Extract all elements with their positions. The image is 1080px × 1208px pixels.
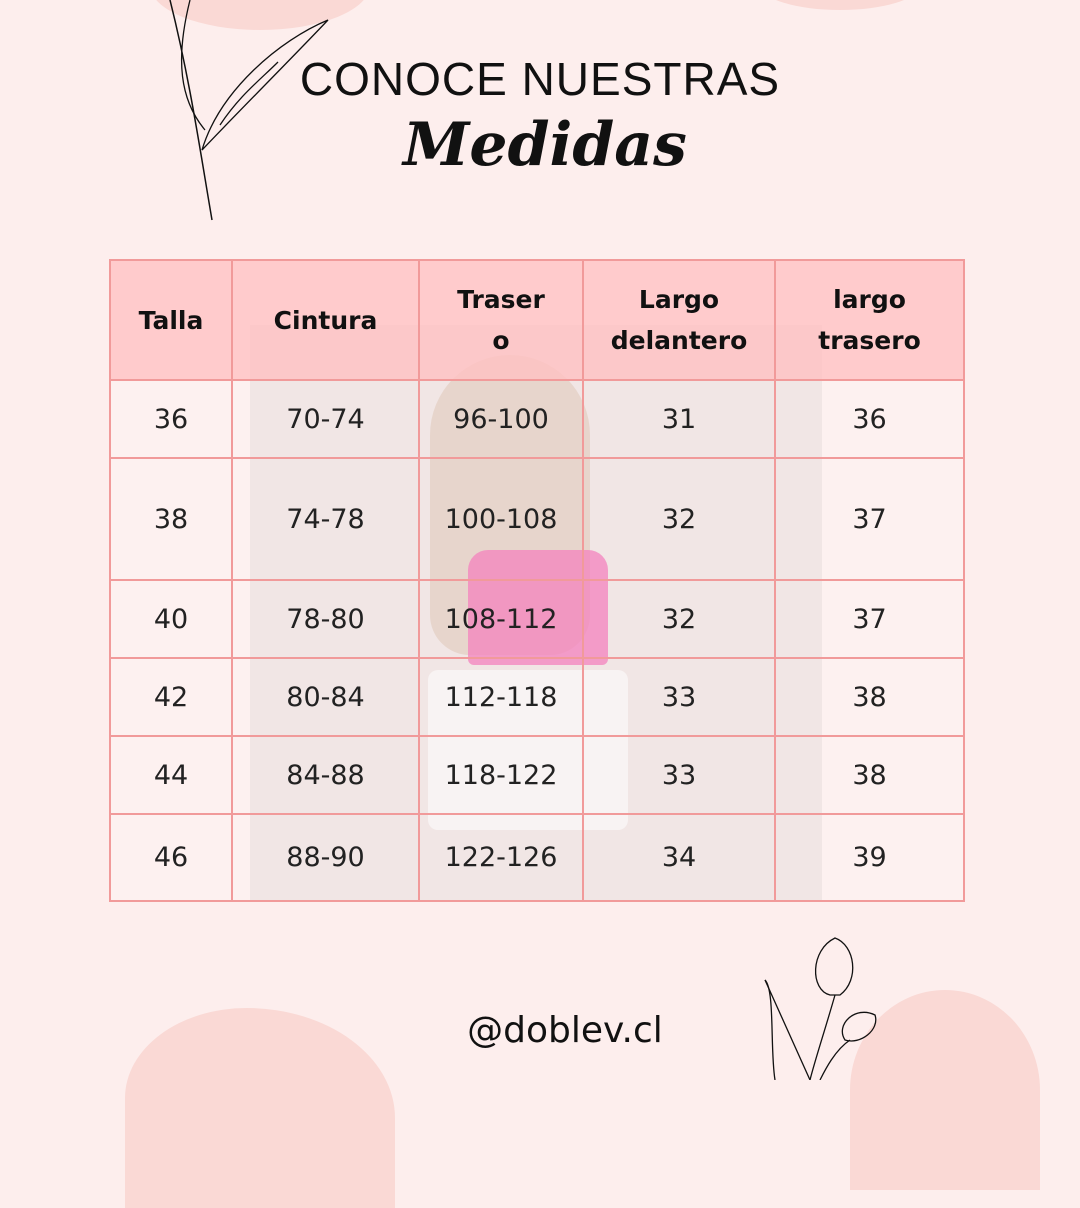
- table-row: 46 88-90 122-126 34 39: [109, 813, 965, 902]
- header-largo-trasero-label: largo trasero: [818, 285, 921, 355]
- table-cell: 122-126: [418, 813, 584, 902]
- table-cell: 84-88: [231, 735, 420, 815]
- title-line-2: Medidas: [403, 110, 687, 180]
- header-largo-trasero: largo trasero: [774, 259, 965, 381]
- table-cell: 46: [109, 813, 233, 902]
- table-cell: 108-112: [418, 579, 584, 659]
- table-cell: 42: [109, 657, 233, 737]
- table-cell: 38: [774, 657, 965, 737]
- table-cell: 36: [774, 379, 965, 459]
- social-handle: @doblev.cl: [467, 1010, 663, 1051]
- table-cell: 112-118: [418, 657, 584, 737]
- table-row: 36 70-74 96-100 31 36: [109, 379, 965, 459]
- table-cell: 38: [109, 457, 233, 581]
- table-cell: 33: [582, 735, 776, 815]
- table-cell: 37: [774, 457, 965, 581]
- tulip-flowers-icon: [764, 937, 877, 1080]
- table-cell: 34: [582, 813, 776, 902]
- table-cell: 40: [109, 579, 233, 659]
- table-cell: 74-78: [231, 457, 420, 581]
- table-cell: 100-108: [418, 457, 584, 581]
- table-cell: 118-122: [418, 735, 584, 815]
- header-trasero: Traser o: [418, 259, 584, 381]
- table-cell: 80-84: [231, 657, 420, 737]
- table-cell: 44: [109, 735, 233, 815]
- header-cintura: Cintura: [231, 259, 420, 381]
- table-cell: 88-90: [231, 813, 420, 902]
- decor-blob: [760, 0, 920, 10]
- table-cell: 96-100: [418, 379, 584, 459]
- leaf-branch-icon: [169, 0, 329, 221]
- table-cell: 32: [582, 579, 776, 659]
- table-cell: 70-74: [231, 379, 420, 459]
- table-row: 40 78-80 108-112 32 37: [109, 579, 965, 659]
- header-largo-delantero-label: Largo delantero: [610, 285, 748, 355]
- size-table: Talla Cintura Traser o Largo delantero l…: [109, 259, 965, 902]
- header-talla: Talla: [109, 259, 233, 381]
- table-cell: 31: [582, 379, 776, 459]
- title-line-1: CONOCE NUESTRAS: [299, 53, 781, 105]
- table-row: 38 74-78 100-108 32 37: [109, 457, 965, 581]
- table-cell: 37: [774, 579, 965, 659]
- header-trasero-label: Traser o: [457, 285, 545, 355]
- table-row: 44 84-88 118-122 33 38: [109, 735, 965, 815]
- table-cell: 36: [109, 379, 233, 459]
- table-cell: 38: [774, 735, 965, 815]
- table-cell: 39: [774, 813, 965, 902]
- header-largo-delantero: Largo delantero: [582, 259, 776, 381]
- table-row: 42 80-84 112-118 33 38: [109, 657, 965, 737]
- table-cell: 78-80: [231, 579, 420, 659]
- table-cell: 32: [582, 457, 776, 581]
- table-cell: 33: [582, 657, 776, 737]
